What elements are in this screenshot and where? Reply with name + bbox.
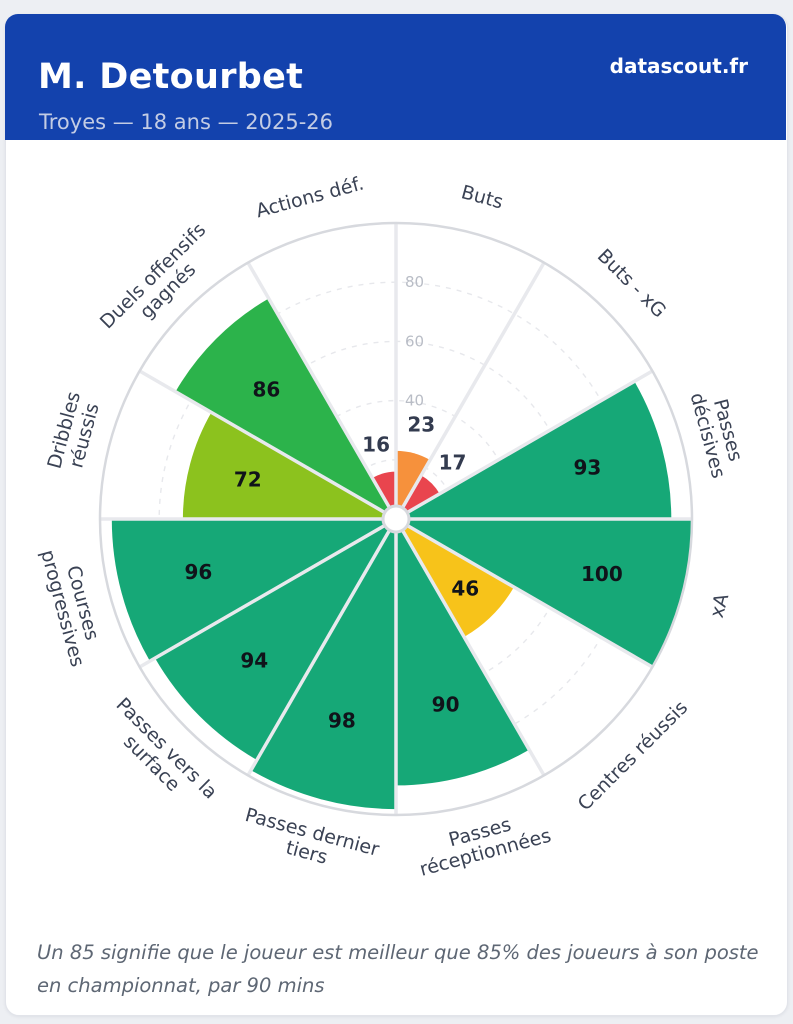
category-label-group: Centres réussis bbox=[574, 697, 692, 815]
pizza-slice bbox=[396, 519, 530, 786]
outer-ring bbox=[98, 221, 694, 817]
pizza-slice bbox=[251, 519, 396, 810]
category-label: Coursesprogressives bbox=[36, 542, 109, 669]
value-label: 93 bbox=[573, 456, 601, 480]
radial-tick-label: 80 bbox=[405, 273, 424, 291]
category-label-group: xA bbox=[706, 591, 734, 620]
radial-tick-label: 60 bbox=[405, 332, 424, 350]
player-meta: Troyes — 18 ans — 2025-26 bbox=[39, 110, 334, 134]
sector-divider bbox=[138, 517, 397, 669]
pizza-slice bbox=[155, 519, 396, 760]
category-label: Actions déf. bbox=[254, 172, 366, 222]
footer-note: Un 85 signifie que le joueur est meilleu… bbox=[37, 941, 759, 997]
category-label: Buts bbox=[459, 181, 506, 213]
category-label-group: Passesréceptionnées bbox=[412, 804, 554, 881]
sector-divider bbox=[395, 369, 654, 521]
value-label: 72 bbox=[234, 467, 262, 491]
category-label-group: Dribblesréussis bbox=[43, 389, 105, 476]
category-label: Centres réussis bbox=[574, 697, 692, 815]
category-label: Passes derniertiers bbox=[237, 804, 381, 881]
card-header: M. Detourbet Troyes — 18 ans — 2025-26 d… bbox=[5, 14, 786, 140]
sector-divider bbox=[394, 261, 546, 520]
player-name: M. Detourbet bbox=[38, 57, 304, 97]
value-label: 86 bbox=[252, 377, 280, 401]
pizza-slice bbox=[182, 412, 396, 519]
center-hub bbox=[381, 504, 411, 534]
pizza-slice bbox=[111, 519, 397, 662]
radial-tick-label: 40 bbox=[405, 392, 424, 410]
category-label-group: Passes derniertiers bbox=[237, 804, 382, 881]
value-label: 16 bbox=[362, 433, 390, 457]
value-label: 96 bbox=[184, 560, 212, 584]
sector-divider bbox=[246, 518, 398, 777]
category-label: Dribblesréussis bbox=[43, 389, 105, 476]
sector-divider bbox=[246, 261, 398, 520]
category-label: Passesdécisives bbox=[686, 385, 750, 481]
value-label: 23 bbox=[407, 413, 435, 437]
category-label: Passesréceptionnées bbox=[412, 804, 554, 880]
value-label: 100 bbox=[581, 562, 623, 586]
pizza-slice bbox=[396, 519, 514, 637]
sector-divider bbox=[395, 517, 654, 669]
category-label-group: Coursesprogressives bbox=[36, 542, 109, 670]
pizza-slice bbox=[396, 475, 440, 519]
brand-logo: datascout.fr bbox=[609, 54, 748, 78]
sector-divider bbox=[138, 369, 397, 521]
category-label: Duels offensifsgagnés bbox=[96, 219, 225, 348]
category-label-group: Actions déf. bbox=[254, 172, 366, 222]
pizza-slice bbox=[396, 381, 672, 519]
value-label: 90 bbox=[432, 692, 460, 716]
category-label-group: Passesdécisives bbox=[686, 385, 750, 481]
pizza-slice bbox=[175, 298, 396, 519]
pizza-slice bbox=[396, 519, 692, 667]
value-label: 17 bbox=[439, 451, 467, 475]
category-label-group: Buts bbox=[459, 181, 506, 213]
value-label: 98 bbox=[328, 709, 356, 733]
category-label-group: Duels offensifsgagnés bbox=[96, 219, 225, 348]
value-label: 94 bbox=[240, 649, 268, 673]
sector-divider bbox=[394, 518, 546, 777]
category-label: xA bbox=[706, 591, 734, 620]
value-label: 46 bbox=[451, 576, 479, 600]
